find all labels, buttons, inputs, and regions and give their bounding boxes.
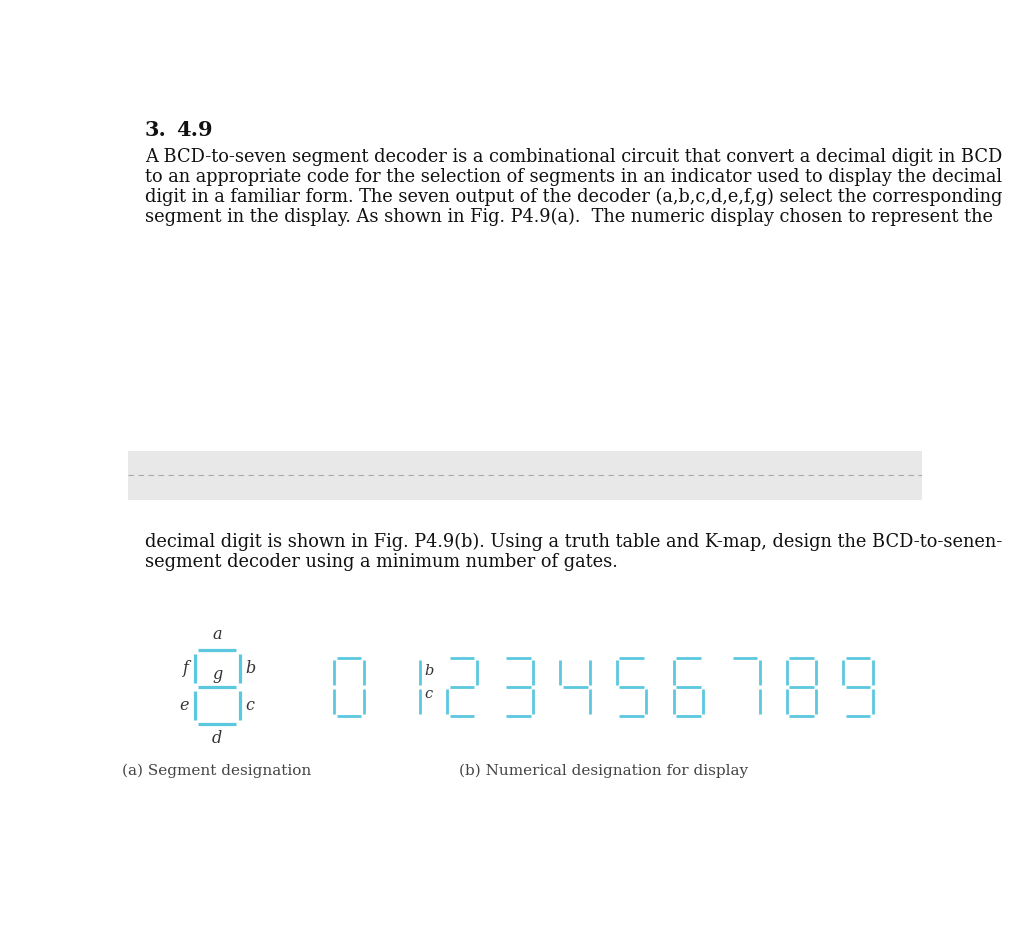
Text: (a) Segment designation: (a) Segment designation bbox=[123, 764, 311, 778]
Text: digit in a familiar form. The seven output of the decoder (a,b,c,d,e,f,g) select: digit in a familiar form. The seven outp… bbox=[145, 188, 1002, 206]
Bar bbox=[128, 500, 922, 829]
Text: decimal digit is shown in Fig. P4.9(b). Using a truth table and K-map, design th: decimal digit is shown in Fig. P4.9(b). … bbox=[145, 533, 1002, 552]
Text: 3.: 3. bbox=[145, 119, 167, 140]
Text: c: c bbox=[425, 687, 433, 701]
Text: 4.9: 4.9 bbox=[176, 119, 213, 140]
Text: c: c bbox=[246, 697, 255, 714]
Text: g: g bbox=[212, 666, 222, 683]
Text: d: d bbox=[212, 730, 222, 747]
Text: to an appropriate code for the selection of segments in an indicator used to dis: to an appropriate code for the selection… bbox=[145, 168, 1002, 186]
Text: b: b bbox=[425, 665, 434, 678]
Text: segment in the display. As shown in Fig. P4.9(a).  The numeric display chosen to: segment in the display. As shown in Fig.… bbox=[145, 208, 993, 226]
Text: A BCD-to-seven segment decoder is a combinational circuit that convert a decimal: A BCD-to-seven segment decoder is a comb… bbox=[145, 148, 1002, 166]
Text: (b) Numerical designation for display: (b) Numerical designation for display bbox=[459, 764, 748, 778]
Text: e: e bbox=[179, 697, 188, 714]
Text: a: a bbox=[212, 625, 222, 643]
Bar bbox=[128, 451, 922, 500]
Text: segment decoder using a minimum number of gates.: segment decoder using a minimum number o… bbox=[145, 553, 617, 571]
Text: f: f bbox=[182, 660, 188, 678]
Bar bbox=[128, 112, 922, 451]
Text: b: b bbox=[246, 660, 256, 678]
